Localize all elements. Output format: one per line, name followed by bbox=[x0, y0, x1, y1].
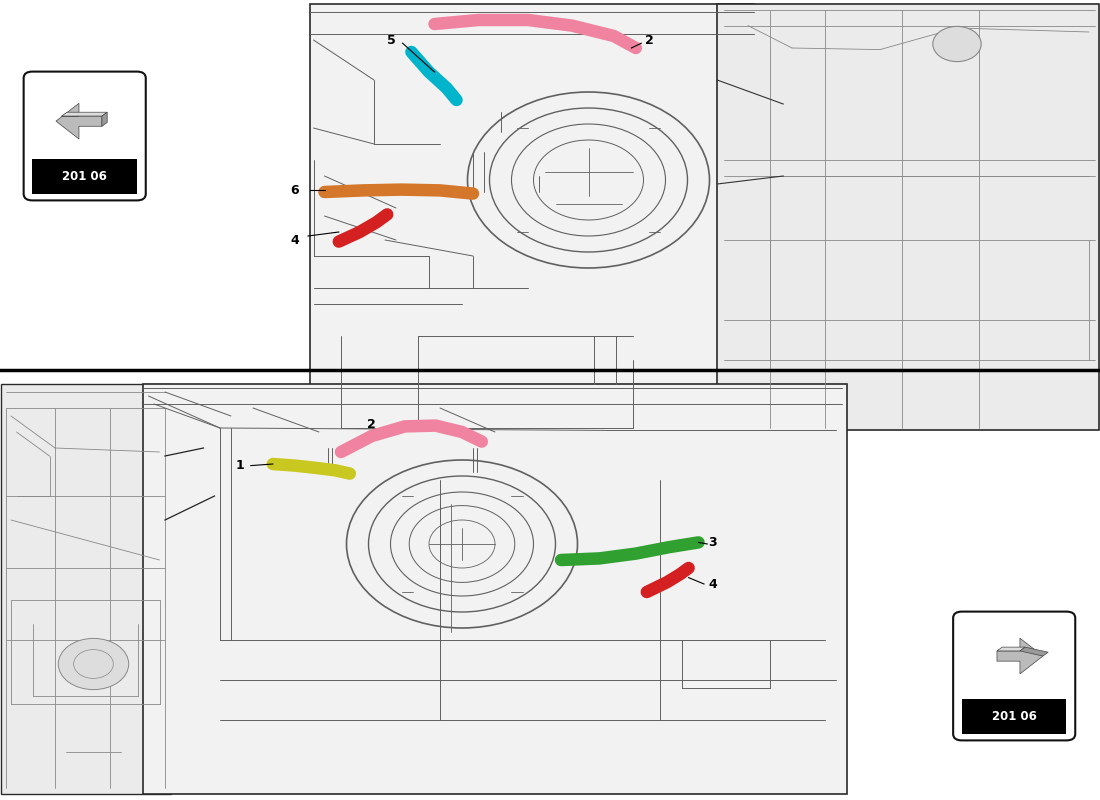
Text: 2: 2 bbox=[367, 418, 376, 430]
Bar bbox=[310, 4, 754, 430]
Text: 5: 5 bbox=[387, 34, 396, 46]
Circle shape bbox=[58, 638, 129, 690]
Polygon shape bbox=[1020, 647, 1048, 656]
Text: 201 06: 201 06 bbox=[992, 710, 1036, 723]
Text: a ZParts.com site: a ZParts.com site bbox=[388, 582, 558, 602]
Text: 6: 6 bbox=[290, 184, 299, 197]
Polygon shape bbox=[102, 112, 107, 126]
Bar bbox=[1, 384, 170, 794]
Text: 4: 4 bbox=[290, 234, 299, 246]
Text: 2: 2 bbox=[645, 34, 653, 46]
Bar bbox=[143, 384, 847, 794]
Text: 1: 1 bbox=[235, 459, 244, 472]
Text: 201 06: 201 06 bbox=[63, 170, 107, 183]
FancyBboxPatch shape bbox=[953, 611, 1076, 741]
Polygon shape bbox=[997, 638, 1043, 674]
Text: a ZParts.com site: a ZParts.com site bbox=[443, 230, 613, 250]
FancyBboxPatch shape bbox=[24, 72, 145, 201]
Bar bbox=[32, 159, 136, 194]
Circle shape bbox=[933, 26, 981, 62]
Text: 3: 3 bbox=[708, 536, 717, 549]
Bar bbox=[717, 4, 1099, 430]
Bar bbox=[961, 699, 1067, 734]
Text: 4: 4 bbox=[708, 578, 717, 590]
Polygon shape bbox=[56, 103, 102, 139]
Polygon shape bbox=[62, 112, 107, 116]
Polygon shape bbox=[997, 647, 1025, 651]
